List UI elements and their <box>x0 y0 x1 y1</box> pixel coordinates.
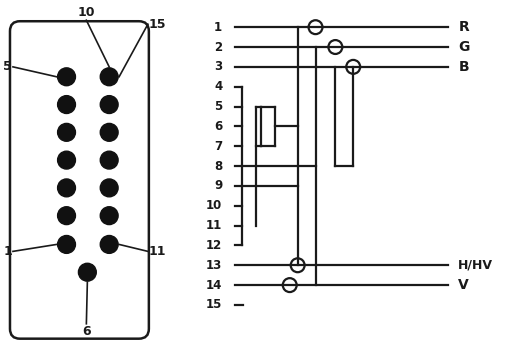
Circle shape <box>57 124 75 141</box>
Text: H/HV: H/HV <box>458 259 494 272</box>
Text: 6: 6 <box>82 325 91 338</box>
Circle shape <box>57 96 75 113</box>
Text: 11: 11 <box>206 219 222 232</box>
Circle shape <box>100 207 118 224</box>
Text: 1: 1 <box>3 245 12 258</box>
Text: 4: 4 <box>214 80 222 93</box>
Text: 5: 5 <box>3 60 12 73</box>
Circle shape <box>100 179 118 197</box>
Text: B: B <box>458 60 469 74</box>
Circle shape <box>78 263 96 281</box>
Circle shape <box>100 68 118 86</box>
Text: 15: 15 <box>149 18 166 31</box>
Text: 7: 7 <box>214 140 222 153</box>
Text: 8: 8 <box>214 160 222 173</box>
Text: V: V <box>458 278 469 292</box>
Text: 14: 14 <box>206 279 222 292</box>
Circle shape <box>57 179 75 197</box>
Circle shape <box>100 124 118 141</box>
FancyBboxPatch shape <box>10 21 149 339</box>
Text: 2: 2 <box>214 40 222 54</box>
Text: 6: 6 <box>214 120 222 133</box>
Text: 13: 13 <box>206 259 222 272</box>
Circle shape <box>100 236 118 253</box>
Circle shape <box>57 68 75 86</box>
Text: 10: 10 <box>78 6 95 19</box>
Circle shape <box>57 151 75 169</box>
Text: 1: 1 <box>214 21 222 34</box>
Circle shape <box>100 96 118 113</box>
Text: 15: 15 <box>206 299 222 311</box>
Text: 11: 11 <box>149 245 166 258</box>
Text: 10: 10 <box>206 199 222 212</box>
Text: R: R <box>458 20 469 34</box>
Circle shape <box>57 236 75 253</box>
Text: 5: 5 <box>214 100 222 113</box>
Circle shape <box>100 151 118 169</box>
Text: 12: 12 <box>206 239 222 252</box>
Text: 3: 3 <box>214 60 222 73</box>
Circle shape <box>57 207 75 224</box>
Text: G: G <box>458 40 470 54</box>
Text: 9: 9 <box>214 180 222 192</box>
